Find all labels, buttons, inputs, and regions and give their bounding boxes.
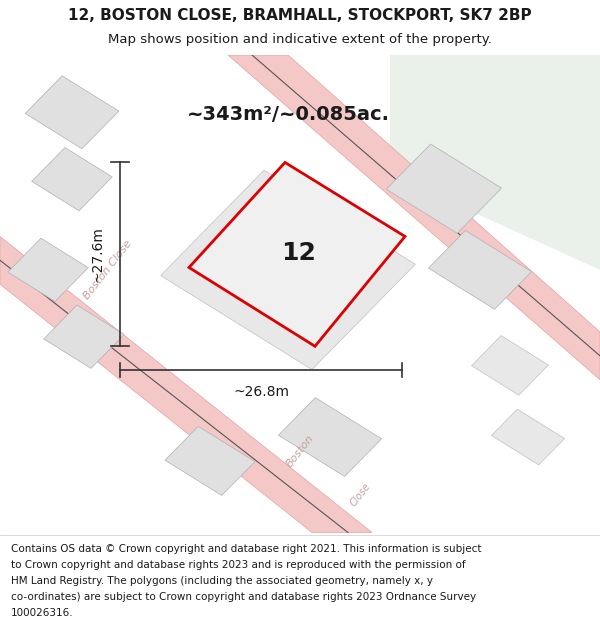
Polygon shape	[161, 170, 415, 369]
Text: to Crown copyright and database rights 2023 and is reproduced with the permissio: to Crown copyright and database rights 2…	[11, 560, 466, 570]
Polygon shape	[189, 162, 405, 346]
Text: HM Land Registry. The polygons (including the associated geometry, namely x, y: HM Land Registry. The polygons (includin…	[11, 576, 433, 586]
Text: Map shows position and indicative extent of the property.: Map shows position and indicative extent…	[108, 33, 492, 46]
Polygon shape	[165, 426, 255, 496]
Polygon shape	[390, 55, 600, 270]
Text: Close: Close	[348, 481, 372, 508]
Polygon shape	[32, 148, 112, 211]
Text: 12, BOSTON CLOSE, BRAMHALL, STOCKPORT, SK7 2BP: 12, BOSTON CLOSE, BRAMHALL, STOCKPORT, S…	[68, 8, 532, 23]
Polygon shape	[44, 305, 124, 368]
Polygon shape	[228, 55, 600, 380]
Polygon shape	[0, 236, 372, 532]
Text: 12: 12	[281, 241, 316, 265]
Text: Boston: Boston	[284, 433, 316, 469]
Text: Boston Close: Boston Close	[82, 238, 134, 301]
Text: ~343m²/~0.085ac.: ~343m²/~0.085ac.	[187, 105, 389, 124]
Polygon shape	[386, 144, 502, 233]
Polygon shape	[491, 409, 565, 465]
Polygon shape	[428, 231, 532, 309]
Text: co-ordinates) are subject to Crown copyright and database rights 2023 Ordnance S: co-ordinates) are subject to Crown copyr…	[11, 592, 476, 602]
Polygon shape	[278, 398, 382, 476]
Text: 100026316.: 100026316.	[11, 608, 73, 618]
Text: ~27.6m: ~27.6m	[90, 226, 104, 282]
Polygon shape	[25, 76, 119, 149]
Polygon shape	[472, 336, 548, 395]
Text: Contains OS data © Crown copyright and database right 2021. This information is : Contains OS data © Crown copyright and d…	[11, 544, 481, 554]
Text: ~26.8m: ~26.8m	[233, 384, 289, 399]
Polygon shape	[8, 238, 88, 301]
